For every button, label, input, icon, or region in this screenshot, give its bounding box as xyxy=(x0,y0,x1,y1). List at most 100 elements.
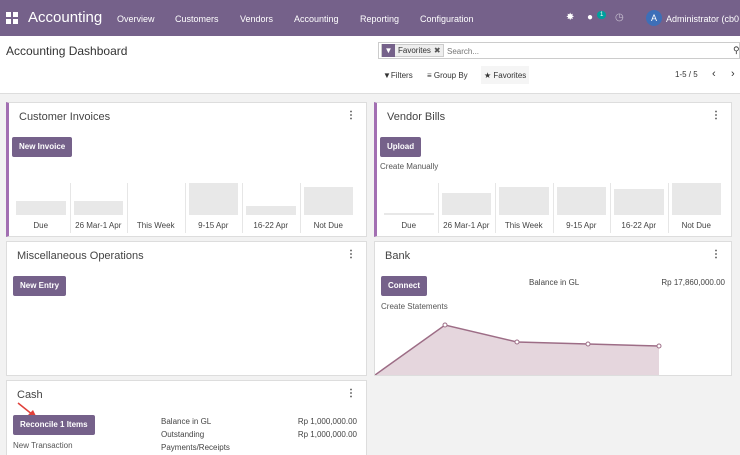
control-panel: Accounting Dashboard ▼ Favorites ✖ ⚲ ▼Fi… xyxy=(0,36,740,94)
chart-bar[interactable] xyxy=(188,183,238,215)
bank-data-point[interactable] xyxy=(514,339,520,345)
bank-balance-chart xyxy=(375,322,662,375)
apps-grid-icon[interactable] xyxy=(6,12,18,24)
chart-category-label: Not Due xyxy=(313,221,343,230)
chart-category-label: Not Due xyxy=(681,221,711,230)
search-input[interactable] xyxy=(447,45,727,57)
avatar[interactable]: A xyxy=(646,10,662,26)
groupby-button[interactable]: ≡ Group By xyxy=(424,66,471,84)
outstanding-label: Outstanding xyxy=(161,430,205,439)
search-facet: ▼ Favorites ✖ xyxy=(381,44,444,57)
menu-reporting[interactable]: Reporting xyxy=(360,14,400,24)
chart-gridline xyxy=(667,183,669,233)
chart-bar[interactable] xyxy=(246,206,296,215)
balance-value: Rp 1,000,000.00 xyxy=(297,417,357,426)
chart-bar[interactable] xyxy=(614,189,664,215)
kebab-menu-icon[interactable]: ⋮ xyxy=(711,110,721,121)
cash-card: Cash ⋮ Reconcile 1 Items New Transaction… xyxy=(6,380,367,455)
chevron-left-icon[interactable]: ‹ xyxy=(712,68,716,80)
bank-area-fill xyxy=(375,325,659,375)
card-title[interactable]: Cash xyxy=(17,389,43,401)
chart-category-label: Due xyxy=(401,221,417,230)
card-title[interactable]: Vendor Bills xyxy=(387,111,446,123)
search-icon[interactable]: ⚲ xyxy=(733,45,740,55)
chart-bar[interactable] xyxy=(16,200,66,215)
misc-operations-card: Miscellaneous Operations ⋮ New Entry xyxy=(6,241,367,376)
chart-gridline xyxy=(437,183,439,233)
filters-label: Filters xyxy=(390,70,413,80)
chart-category-label: 9-15 Apr xyxy=(198,221,229,230)
app-title[interactable]: Accounting xyxy=(28,9,103,26)
new-invoice-button[interactable]: New Invoice xyxy=(12,137,73,157)
chart-gridline xyxy=(610,183,611,233)
favorites-button[interactable]: ★ Favorites xyxy=(481,66,530,84)
filters-button[interactable]: ▼ Filters xyxy=(380,66,416,84)
bank-data-point[interactable] xyxy=(585,341,591,347)
chart-gridline xyxy=(552,183,554,233)
chart-bar[interactable] xyxy=(671,183,721,215)
connect-button[interactable]: Connect xyxy=(381,276,427,296)
groupby-label: Group By xyxy=(433,70,468,80)
create-statements-link[interactable]: Create Statements xyxy=(381,302,448,311)
clock-icon[interactable]: ◷ xyxy=(615,12,624,23)
chart-category-label: Due xyxy=(33,221,49,230)
new-transaction-link[interactable]: New Transaction xyxy=(13,441,73,450)
kebab-menu-icon[interactable]: ⋮ xyxy=(711,249,721,260)
bank-card: Bank ⋮ Connect Balance in GL Rp 17,860,0… xyxy=(374,241,732,376)
menu-accounting[interactable]: Accounting xyxy=(294,14,339,24)
user-name[interactable]: Administrator (cb0 xyxy=(666,14,740,24)
chart-category-label: 9-15 Apr xyxy=(566,221,597,230)
bank-data-point[interactable] xyxy=(656,343,662,349)
page-title: Accounting Dashboard xyxy=(6,44,128,58)
balance-label: Balance in GL xyxy=(161,417,212,426)
kebab-menu-icon[interactable]: ⋮ xyxy=(346,249,356,260)
chart-bar[interactable] xyxy=(303,186,353,215)
chevron-right-icon[interactable]: › xyxy=(731,68,735,80)
bank-data-point[interactable] xyxy=(442,322,448,328)
card-title[interactable]: Customer Invoices xyxy=(19,111,111,123)
card-title[interactable]: Bank xyxy=(385,250,411,262)
menu-customers[interactable]: Customers xyxy=(175,14,219,24)
chat-badge: 1 xyxy=(597,11,607,19)
card-title[interactable]: Miscellaneous Operations xyxy=(17,250,144,262)
pager-value[interactable]: 1-5 / 5 xyxy=(675,70,698,79)
chart-bar[interactable] xyxy=(556,187,606,215)
chart-gridline xyxy=(242,183,243,233)
close-icon[interactable]: ✖ xyxy=(433,46,441,55)
balance-label: Balance in GL xyxy=(529,278,580,287)
chart-bar[interactable] xyxy=(441,192,491,215)
chart-gridline xyxy=(495,183,496,233)
create-manually-link[interactable]: Create Manually xyxy=(380,162,439,171)
chart-category-label: 26 Mar-1 Apr xyxy=(75,221,122,230)
upload-button[interactable]: Upload xyxy=(380,137,422,157)
balance-value: Rp 17,860,000.00 xyxy=(661,278,725,287)
menu-vendors[interactable]: Vendors xyxy=(240,14,274,24)
chart-category-label: 26 Mar-1 Apr xyxy=(443,221,490,230)
menu-overview[interactable]: Overview xyxy=(117,14,155,24)
chart-category-label: This Week xyxy=(136,221,175,230)
outstanding-label-2: Payments/Receipts xyxy=(161,443,230,452)
list-icon: ≡ xyxy=(427,70,434,80)
kebab-menu-icon[interactable]: ⋮ xyxy=(346,388,356,399)
filter-icon: ▼ xyxy=(382,44,395,57)
vendor-bills-card: Vendor Bills ⋮ Upload Create Manually Du… xyxy=(374,102,732,237)
chat-icon[interactable]: ● xyxy=(587,12,594,23)
top-navbar: Accounting Overview Customers Vendors Ac… xyxy=(0,0,740,36)
chart-bar[interactable] xyxy=(384,212,434,215)
favorites-label: Favorites xyxy=(493,70,527,80)
chart-bar[interactable] xyxy=(499,187,549,215)
search-bar: ▼ Favorites ✖ ⚲ xyxy=(378,42,740,59)
new-entry-button[interactable]: New Entry xyxy=(13,276,67,296)
chart-category-label: 16-22 Apr xyxy=(621,221,657,230)
bug-icon[interactable]: ✸ xyxy=(566,12,575,23)
star-icon: ★ xyxy=(484,70,494,80)
chart-bar[interactable] xyxy=(73,200,123,215)
filter-icon: ▼ xyxy=(383,70,391,80)
outstanding-value: Rp 1,000,000.00 xyxy=(297,430,357,439)
chart-gridline xyxy=(184,183,186,233)
reconcile-button[interactable]: Reconcile 1 Items xyxy=(13,415,95,435)
facet-label: Favorites xyxy=(398,46,431,55)
kebab-menu-icon[interactable]: ⋮ xyxy=(346,110,356,121)
chart-gridline xyxy=(299,183,301,233)
menu-configuration[interactable]: Configuration xyxy=(420,14,474,24)
